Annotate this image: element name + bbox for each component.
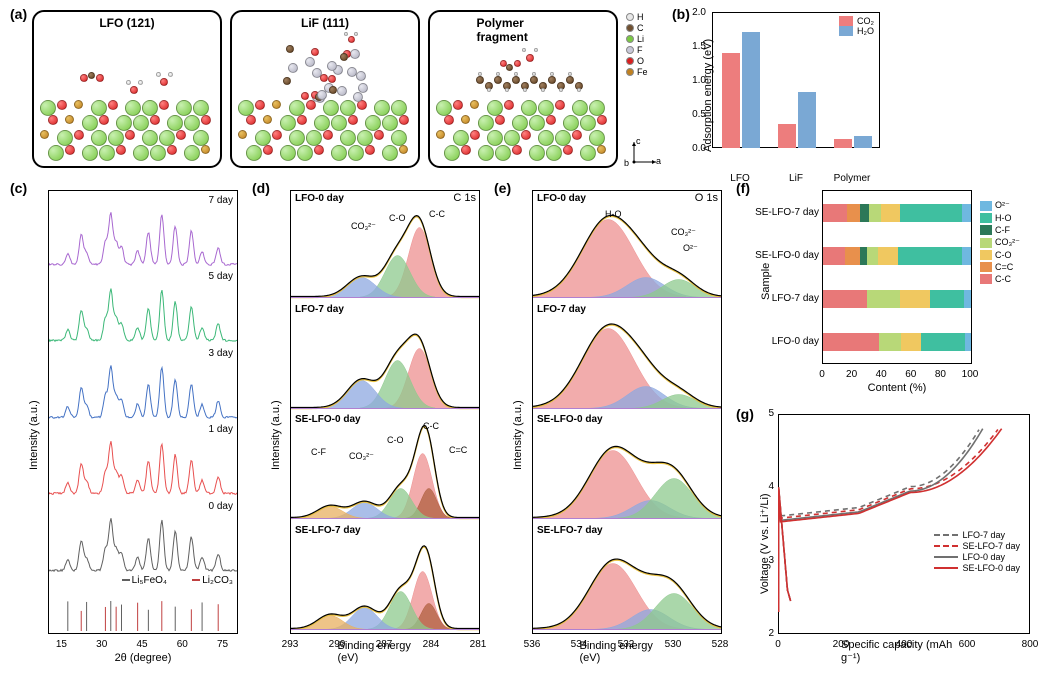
panel-g: Voltage (V vs. Li⁺/Li) Specific capacity… [778,414,1030,660]
atom-legend-item: Li [626,34,654,44]
xps-sub-SE-LFO-7 day: SE-LFO-7 day [533,523,721,634]
stack-row-SE-LFO-7 day: SE-LFO-7 day [823,204,971,222]
xrd-ylabel: Intensity (a.u.) [28,400,40,470]
label-b: (b) [672,6,690,22]
volt-legend-item: LFO-7 day [934,530,1020,540]
axis-c: c [636,136,641,146]
volt-legend-item: SE-LFO-0 day [934,563,1020,573]
mol-box-lif: LiF (111) [230,10,420,168]
xps-e-area: LFO-0 dayLFO-7 daySE-LFO-0 daySE-LFO-7 d… [533,191,721,633]
panel-e: O 1s LFO-0 dayLFO-7 daySE-LFO-0 daySE-LF… [532,190,722,660]
axis-svg [626,140,660,170]
peak-annot: C=C [449,445,467,455]
volt-legend-item: SE-LFO-7 day [934,541,1020,551]
panel-b: 0.00.51.01.52.0LFOLiFPolymer Adsorption … [712,12,880,168]
bar-LFO-CO₂ [722,53,740,148]
peak-annot: O²⁻ [683,243,698,254]
axis-indicator: a b c [626,140,660,170]
stack-xlabel: Content (%) [868,382,927,394]
volt-legend-item: LFO-0 day [934,552,1020,562]
mol-title-0: LFO (121) [99,16,154,30]
panel-a: LFO (121) LiF (111) Polymer fragment [32,10,622,170]
atom-legend: HCLiFOFe [626,12,654,78]
peak-annot: CO₃²⁻ [349,451,374,462]
peak-annot: C-F [311,447,326,457]
peak-annot: C-C [429,209,445,219]
atom-legend-item: O [626,56,654,66]
bar-LiF-CO₂ [778,124,796,148]
xps-e-ylabel: Intensity (a.u.) [512,400,524,470]
mol-atoms-0 [40,36,214,160]
peak-annot: C-O [389,213,406,223]
stack-area: SE-LFO-7 day SE-LFO-0 day LFO-7 day LFO-0 d… [823,191,971,363]
stack-row-LFO-0 day: LFO-0 day [823,333,971,351]
bar-LFO-H₂O [742,32,760,148]
panel-d: C 1s LFO-0 dayLFO-7 daySE-LFO-0 daySE-LF… [290,190,480,660]
xrd-xlabel: 2θ (degree) [115,652,172,664]
mol-atoms-2 [436,36,610,160]
xrd-trace-3 day: 3 day [49,344,237,420]
axis-a: a [656,156,661,166]
mol-box-poly: Polymer fragment [428,10,618,168]
peak-annot: C-C [423,421,439,431]
stack-ylabel: Sample [760,263,772,300]
bar-legend: CO₂ H₂O [839,16,874,36]
volt-ylabel: Voltage (V vs. Li⁺/Li) [758,493,771,594]
stack-legend-item: C-O [980,250,1042,260]
xps-sub-SE-LFO-0 day: SE-LFO-0 day [533,412,721,523]
panel-f: SE-LFO-7 day SE-LFO-0 day LFO-7 day LFO-0 d… [822,190,972,390]
bar-LiF-H₂O [798,92,816,148]
stack-legend-item: O²⁻ [980,200,1042,211]
mol-box-lfo: LFO (121) [32,10,222,168]
label-g: (g) [736,406,754,422]
peak-annot: CO₃²⁻ [351,221,376,232]
stack-legend-item: H-O [980,213,1042,223]
volt-svg [778,414,1030,634]
xps-d-ylabel: Intensity (a.u.) [270,400,282,470]
label-e: (e) [494,180,511,196]
mol-title-1: LiF (111) [301,16,349,30]
xrd-trace-5 day: 5 day [49,267,237,343]
xps-sub-LFO-0 day: LFO-0 day [291,191,479,302]
stack-legend-item: C-C [980,274,1042,284]
bar-Polymer-H₂O [854,136,872,148]
axis-b: b [624,158,629,168]
barchart-ylabel: Adsorption energy (eV) [702,39,714,152]
xps-sub-SE-LFO-7 day: SE-LFO-7 day [291,523,479,634]
panel-c: 7 day5 day3 day1 day0 dayLi₅FeO₄Li₂CO₃ I… [48,190,238,660]
bar-legend-h2o: H₂O [839,26,874,36]
label-d: (d) [252,180,270,196]
peak-annot: CO₃²⁻ [671,227,696,238]
xps-sub-LFO-7 day: LFO-7 day [533,302,721,413]
xps-d-area: LFO-0 dayLFO-7 daySE-LFO-0 daySE-LFO-7 d… [291,191,479,633]
label-a: (a) [10,6,27,22]
label-f: (f) [736,180,750,196]
xps-sub-LFO-7 day: LFO-7 day [291,302,479,413]
xrd-trace-7 day: 7 day [49,191,237,267]
stack-legend: O²⁻ H-O C-F CO₃²⁻ C-O C=C C-C [980,200,1042,286]
atom-legend-item: F [626,45,654,55]
volt-legend: LFO-7 daySE-LFO-7 dayLFO-0 daySE-LFO-0 d… [934,530,1020,574]
atom-legend-item: H [626,12,654,22]
xrd-area: 7 day5 day3 day1 day0 dayLi₅FeO₄Li₂CO₃ [49,191,237,633]
bar-legend-co2: CO₂ [839,16,874,26]
xrd-trace-1 day: 1 day [49,420,237,496]
stack-legend-item: C-F [980,225,1042,235]
xps-sub-SE-LFO-0 day: SE-LFO-0 day [291,412,479,523]
atom-legend-item: C [626,23,654,33]
peak-annot: H-O [605,209,622,219]
label-c: (c) [10,180,27,196]
atom-legend-item: Fe [626,67,654,77]
figure-root: (a) LFO (121) LiF (111) Polymer fragment… [0,0,1053,690]
stack-legend-item: C=C [980,262,1042,272]
bar-Polymer-CO₂ [834,139,852,148]
mol-atoms-1 [238,36,412,160]
peak-annot: C-O [387,435,404,445]
stack-legend-item: CO₃²⁻ [980,237,1042,248]
xrd-trace-0 day: 0 day [49,497,237,573]
stack-row-LFO-7 day: LFO-7 day [823,290,971,308]
stack-row-SE-LFO-0 day: SE-LFO-0 day [823,247,971,265]
